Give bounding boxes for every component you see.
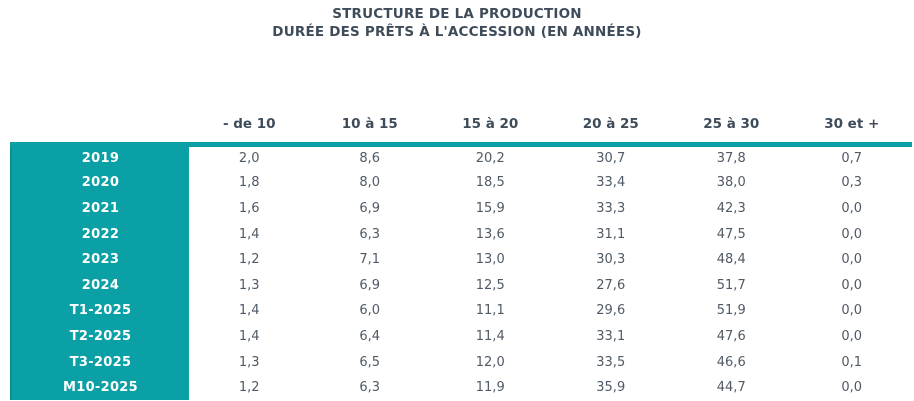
table-cell: 38,0: [671, 170, 792, 196]
table-cell: 12,5: [430, 272, 551, 299]
header-row: - de 10 10 à 15 15 à 20 20 à 25 25 à 30 30 et…: [11, 88, 912, 145]
table-cell: 0,0: [791, 221, 912, 247]
table-cell: 29,6: [550, 298, 671, 324]
table-body: 2019 2,0 8,6 20,2 30,7 37,8 0,7 2020 1,8 8,0 18,5 3…: [10, 144, 912, 401]
row-label: 2024: [10, 272, 189, 299]
corner-cell: [11, 88, 189, 145]
table-cell: 2,0: [189, 144, 310, 171]
table-cell: 0,7: [791, 144, 912, 171]
table-cell: 30,3: [550, 246, 671, 273]
column-header: 20 à 25: [550, 88, 671, 145]
table-cell: 1,2: [189, 246, 310, 273]
column-header: - de 10: [189, 88, 310, 145]
table-row: 2024 1,3 6,9 12,5 27,6 51,7 0,0: [10, 272, 912, 299]
table-cell: 15,9: [430, 195, 551, 222]
table-cell: 12,0: [430, 349, 551, 375]
table-cell: 0,0: [791, 374, 912, 401]
row-label: 2022: [10, 221, 189, 247]
table-header: - de 10 10 à 15 15 à 20 20 à 25 25 à 30 30 et…: [11, 88, 912, 145]
chart-title-line2: DURÉE DES PRÊTS À L'ACCESSION (EN ANNÉES…: [272, 24, 642, 40]
table-cell: 8,6: [309, 144, 430, 171]
table-cell: 6,3: [309, 221, 430, 247]
table-cell: 47,5: [671, 221, 792, 247]
table-cell: 33,3: [550, 195, 671, 222]
chart-title-line1: STRUCTURE DE LA PRODUCTION: [332, 6, 582, 22]
row-label: T3-2025: [10, 349, 189, 375]
table-row: T3-2025 1,3 6,5 12,0 33,5 46,6 0,1: [10, 349, 912, 375]
table-cell: 18,5: [430, 170, 551, 196]
table-cell: 0,0: [791, 298, 912, 324]
table-row: M10-2025 1,2 6,3 11,9 35,9 44,7 0,0: [10, 374, 912, 401]
row-label: 2021: [10, 195, 189, 222]
table-cell: 1,4: [189, 221, 310, 247]
row-label: T2-2025: [10, 323, 189, 350]
table-cell: 8,0: [309, 170, 430, 196]
table-cell: 6,0: [309, 298, 430, 324]
table-row: 2019 2,0 8,6 20,2 30,7 37,8 0,7: [10, 144, 912, 171]
table-cell: 1,2: [189, 374, 310, 401]
table-cell: 0,0: [791, 246, 912, 273]
table-cell: 1,4: [189, 323, 310, 350]
table-cell: 33,5: [550, 349, 671, 375]
table-cell: 1,3: [189, 272, 310, 299]
row-label: M10-2025: [10, 374, 189, 401]
table-row: T1-2025 1,4 6,0 11,1 29,6 51,9 0,0: [10, 298, 912, 324]
table-cell: 1,3: [189, 349, 310, 375]
table-cell: 35,9: [550, 374, 671, 401]
table-cell: 13,0: [430, 246, 551, 273]
table-cell: 46,6: [671, 349, 792, 375]
table-cell: 33,1: [550, 323, 671, 350]
table-row: 2021 1,6 6,9 15,9 33,3 42,3 0,0: [10, 195, 912, 222]
table-cell: 51,9: [671, 298, 792, 324]
row-label: T1-2025: [10, 298, 189, 324]
table-cell: 11,4: [430, 323, 551, 350]
table-cell: 7,1: [309, 246, 430, 273]
table-cell: 30,7: [550, 144, 671, 171]
column-header: 15 à 20: [430, 88, 551, 145]
table-row: T2-2025 1,4 6,4 11,4 33,1 47,6 0,0: [10, 323, 912, 350]
table-cell: 0,0: [791, 195, 912, 222]
table-row: 2022 1,4 6,3 13,6 31,1 47,5 0,0: [10, 221, 912, 247]
table-cell: 51,7: [671, 272, 792, 299]
table-cell: 33,4: [550, 170, 671, 196]
table-cell: 37,8: [671, 144, 792, 171]
table-cell: 6,9: [309, 195, 430, 222]
table-cell: 6,3: [309, 374, 430, 401]
table-cell: 0,1: [791, 349, 912, 375]
table-cell: 1,6: [189, 195, 310, 222]
table-cell: 0,0: [791, 272, 912, 299]
table-cell: 48,4: [671, 246, 792, 273]
table-cell: 1,8: [189, 170, 310, 196]
row-label: 2023: [10, 246, 189, 273]
table-cell: 31,1: [550, 221, 671, 247]
production-structure-table: - de 10 10 à 15 15 à 20 20 à 25 25 à 30 30 et…: [10, 88, 912, 401]
table-cell: 6,9: [309, 272, 430, 299]
row-label: 2020: [10, 170, 189, 196]
table-cell: 6,5: [309, 349, 430, 375]
table-row: 2020 1,8 8,0 18,5 33,4 38,0 0,3: [10, 170, 912, 196]
row-label: 2019: [10, 144, 189, 171]
column-header: 10 à 15: [309, 88, 430, 145]
table-cell: 44,7: [671, 374, 792, 401]
table-cell: 27,6: [550, 272, 671, 299]
column-header: 25 à 30: [671, 88, 792, 145]
table-cell: 47,6: [671, 323, 792, 350]
table-row: 2023 1,2 7,1 13,0 30,3 48,4 0,0: [10, 246, 912, 273]
column-header: 30 et +: [791, 88, 912, 145]
table-cell: 11,1: [430, 298, 551, 324]
table-cell: 13,6: [430, 221, 551, 247]
table-cell: 42,3: [671, 195, 792, 222]
table-cell: 0,0: [791, 323, 912, 350]
chart-title-block: STRUCTURE DE LA PRODUCTION DURÉE DES PRÊ…: [0, 5, 914, 41]
table-cell: 20,2: [430, 144, 551, 171]
table-cell: 1,4: [189, 298, 310, 324]
table-cell: 6,4: [309, 323, 430, 350]
table-cell: 0,3: [791, 170, 912, 196]
table-cell: 11,9: [430, 374, 551, 401]
